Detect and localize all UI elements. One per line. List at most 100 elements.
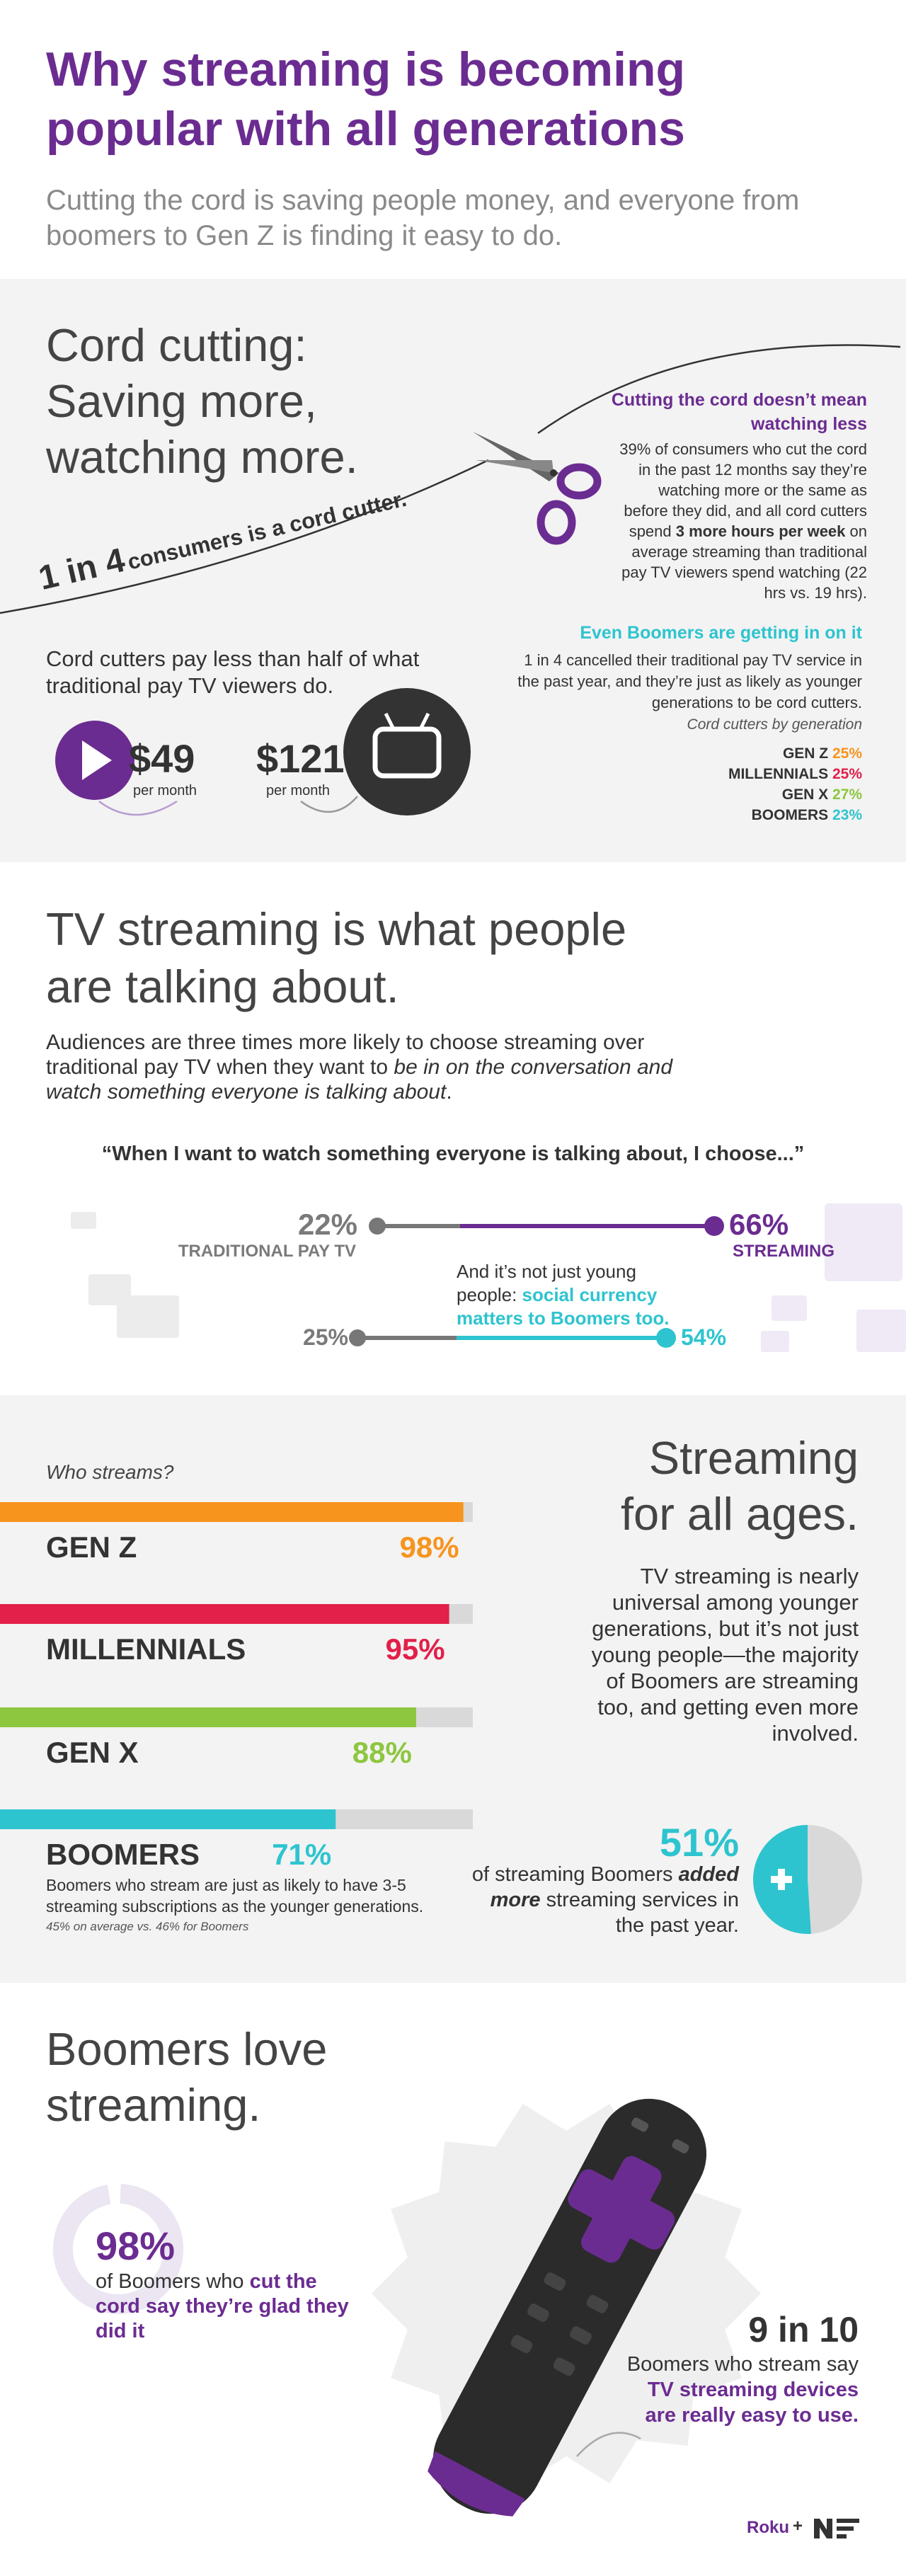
text: of Boomers who [96,2270,250,2293]
bar [0,1604,449,1624]
value-label: 71% [272,1838,332,1871]
subtitle: Cutting the cord is saving people money,… [46,185,800,251]
stat: 66% [729,1208,789,1241]
text: 39% of consumers who cut the cord in the… [619,440,867,540]
value: 23% [832,807,862,823]
bar-label: MILLENNIALS [46,1632,246,1666]
stat: 9 in 10 [748,2310,859,2349]
sidebar-title: Even Boomers are getting in on it [580,623,862,643]
arrow [98,800,178,816]
bar [0,1502,464,1522]
sidebar-title: Cutting the cord doesn’t mean watching l… [611,390,867,434]
arrow [576,2432,641,2457]
bar-label: BOOMERS [46,1838,200,1871]
bar [0,1707,416,1727]
label: BOOMERS [751,807,829,823]
stat-label: STREAMING [733,1242,835,1261]
price-unit: per month [133,783,197,798]
bar-label: GEN X [46,1736,139,1769]
highlight: cut the cord say they’re glad they did i… [96,2270,349,2342]
value-label: 95% [385,1632,445,1666]
bubbles [761,1203,906,1352]
value: 25% [832,745,862,762]
highlight: TV streaming devices are really easy to … [645,2378,859,2427]
bubbles [71,1212,179,1338]
plus-icon [778,1869,785,1890]
stat-text: of Boomers who cut the cord say they’re … [96,2269,350,2344]
stat-text: Boomers who stream say TV streaming devi… [625,2352,859,2428]
heading-line: are talking about. [46,961,399,1012]
text: Boomers who stream say [626,2353,859,2376]
heading-line: Saving more, [46,375,317,427]
row: MILLENNIALS 25% [579,764,862,784]
value-label: 88% [352,1736,412,1769]
highlight: added more [490,1863,739,1911]
price-text: Cord cutters pay less than half of what … [46,646,420,698]
stat-text: of streaming Boomers added more streamin… [470,1862,739,1938]
stat: 51% [659,1820,739,1865]
stat: 25% [302,1324,348,1350]
cord [0,459,489,614]
heading-line: watching more. [46,431,358,483]
stat: 54% [681,1324,727,1350]
text: on average streaming than traditional pa… [621,522,867,602]
label: MILLENNIALS [728,766,829,782]
tv-screen [372,726,442,779]
section-heading: Cord cutting: Saving more, watching more… [46,317,358,485]
label: GEN X [781,786,829,803]
highlight: 3 more hours per week [675,522,846,540]
stat-label: TRADITIONAL PAY TV [178,1242,356,1261]
heading-line: Streaming [648,1432,859,1484]
text: of streaming Boomers [471,1863,679,1886]
heading-line: streaming. [46,2079,261,2131]
note: And it’s not just young people: social c… [457,1260,690,1330]
brand: Roku [747,2518,789,2537]
heading-line: for all ages. [620,1488,859,1540]
heading-line: Boomers love [46,2023,328,2075]
section-heading: Streaming for all ages. [363,1430,859,1542]
partner-logo [814,2519,859,2538]
text: Audiences are three times more likely to… [46,1031,645,1079]
tv-icon [343,688,471,815]
donut-arc [53,2184,183,2314]
sidebar-body: 1 in 4 cancelled their traditional pay T… [517,651,862,711]
note: Boomers who stream are just as likely to… [46,1876,424,1916]
remote [428,2098,707,2517]
text: . [446,1080,452,1104]
dot [704,1216,724,1236]
label: GEN Z [782,745,829,762]
highlight: social currency matters to Boomers too. [457,1284,670,1329]
heading-line: TV streaming is what people [46,903,627,955]
bar [0,1809,336,1829]
value-label: 98% [399,1530,459,1564]
scissors [473,432,602,545]
body-text: Audiences are three times more likely to… [46,1030,683,1104]
price: $49 [129,736,195,781]
plus: + [793,2517,803,2536]
sidebar-body: 39% of consumers who cut the cord in the… [617,439,867,603]
section-heading: TV streaming is what people are talking … [46,900,626,1015]
dot [369,1218,386,1235]
section-heading: Boomers love streaming. [46,2021,327,2133]
caption: Cord cutters by generation [687,716,862,733]
value: 27% [832,786,862,803]
body-text: TV streaming is nearly universal among y… [591,1564,859,1746]
value: 25% [832,766,862,782]
row: GEN Z 25% [579,743,862,764]
row: BOOMERS 23% [579,805,862,825]
stat: 22% [297,1208,357,1241]
dot [656,1328,676,1348]
text: streaming services in the past year. [540,1889,739,1937]
stat: 98% [96,2223,176,2268]
text: And it’s not just young people: [457,1261,636,1305]
cord [537,344,901,435]
chart-title: Who streams? [46,1461,174,1483]
price-unit: per month [266,783,331,798]
play-triangle [82,740,112,780]
emphasis: be in on the conversation and watch some… [46,1055,673,1104]
tv-antenna [384,712,430,731]
